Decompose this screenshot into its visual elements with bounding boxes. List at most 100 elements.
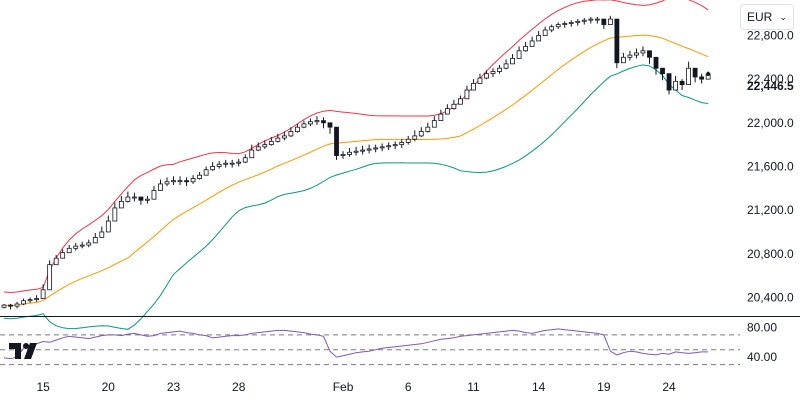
candle [640, 46, 646, 57]
candle [568, 20, 574, 27]
chevron-down-icon: ⌄ [779, 11, 787, 22]
candle [477, 73, 483, 84]
candle [131, 192, 137, 202]
candle-body [575, 20, 581, 23]
candle [614, 18, 620, 69]
candle-body [451, 103, 457, 110]
candle-body [412, 135, 418, 140]
candle-body [229, 162, 235, 165]
candle-body [386, 145, 392, 148]
price-axis-tick-label: 22,800.0 [747, 28, 794, 42]
candle [138, 196, 144, 205]
candle [405, 135, 411, 145]
candle [79, 241, 85, 249]
candle [412, 130, 418, 142]
candle [14, 301, 20, 309]
time-axis[interactable]: 15 20 23 28 Feb 6 11 14 19 24 [36, 380, 676, 394]
candle-body [399, 142, 405, 146]
candle-body [53, 257, 59, 266]
candle-body [66, 247, 72, 254]
candle-body [177, 180, 183, 183]
basis-line [3, 34, 709, 307]
candle [353, 146, 359, 156]
candle [47, 260, 53, 291]
candle-body [529, 40, 535, 47]
candle-body [607, 18, 613, 25]
price-axis-tick-label: 22,000.0 [747, 116, 794, 130]
candle-body [288, 131, 294, 137]
candle [164, 177, 170, 187]
candle-body [497, 67, 502, 72]
candle [431, 116, 437, 128]
candle [145, 195, 150, 204]
candle-body [1, 304, 7, 308]
candle [607, 15, 613, 25]
candle [27, 297, 33, 303]
candle-body [203, 169, 209, 176]
candle [490, 68, 496, 77]
candle-body [699, 76, 705, 80]
candle-body [438, 113, 444, 122]
candle [425, 122, 431, 133]
candle [171, 176, 176, 186]
rsi-axis-tick-label: 40.00 [747, 350, 777, 364]
candle [497, 64, 502, 74]
candle [581, 18, 587, 25]
rsi-axis[interactable]: 80.00 40.00 [747, 320, 777, 364]
time-axis-tick-label: 14 [532, 380, 546, 394]
candle-body [60, 252, 66, 259]
candle-body [536, 35, 542, 42]
bollinger-bands [3, 0, 709, 330]
candle [673, 75, 678, 91]
candle [647, 50, 652, 64]
candle-body [510, 57, 515, 65]
candle [118, 195, 124, 209]
candle-body [555, 24, 561, 28]
candle-body [490, 71, 496, 75]
candle [86, 239, 92, 248]
candle-body [477, 77, 483, 84]
candle [471, 79, 476, 91]
candle-body [347, 151, 352, 155]
price-axis-tick-label: 21,600.0 [747, 159, 794, 173]
candle-body [692, 67, 698, 78]
candle [73, 242, 79, 251]
candle [249, 144, 255, 159]
candle-body [164, 181, 170, 185]
candle-body [8, 304, 13, 307]
candle-body [125, 196, 131, 202]
time-axis-tick-label: 11 [467, 380, 480, 394]
candle-body [523, 45, 528, 52]
candle [236, 158, 242, 167]
tradingview-logo-icon[interactable] [9, 341, 43, 361]
candle-body [255, 146, 261, 151]
candle-body [549, 26, 555, 31]
candle [216, 161, 222, 169]
candle [99, 226, 105, 238]
candle [555, 22, 561, 29]
candle-body [99, 231, 105, 238]
candle [373, 144, 379, 153]
candle-body [321, 120, 326, 124]
candle [242, 154, 248, 164]
price-axis[interactable]: 20,400.0 20,800.0 21,200.0 21,600.0 22,000.0… [747, 28, 794, 304]
candle-body [660, 67, 665, 75]
currency-selector[interactable]: EUR ⌄ [740, 4, 794, 30]
candle-body [294, 126, 300, 132]
candle-body [242, 157, 248, 163]
candle-body [627, 54, 633, 58]
candle [692, 67, 698, 83]
candle [542, 26, 548, 36]
candle-body [34, 298, 39, 301]
candle-body [484, 73, 489, 79]
candle-body [216, 163, 222, 167]
rsi-line [3, 328, 709, 360]
candle-body [686, 67, 691, 85]
currency-value: EUR [747, 10, 773, 24]
candlestick-series [1, 15, 711, 310]
candle-body [621, 56, 626, 64]
time-axis-tick-label: 19 [597, 380, 611, 394]
candle [588, 16, 594, 24]
